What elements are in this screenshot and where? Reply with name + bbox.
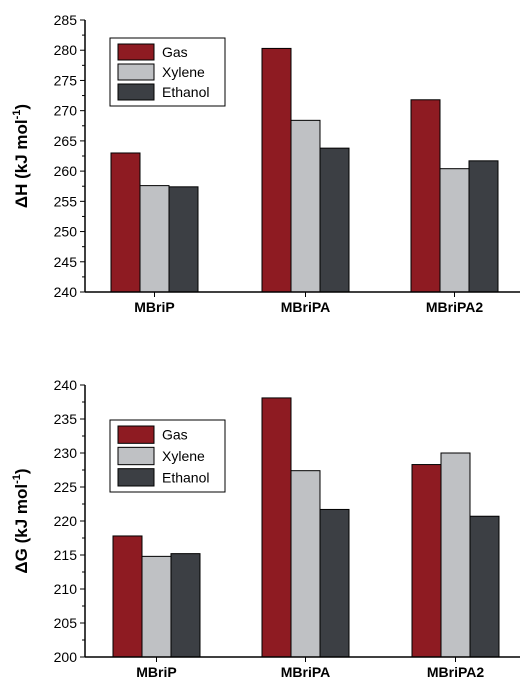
bar-ethanol-mbripa2 <box>468 160 499 293</box>
y-tick-label: 235 <box>54 411 78 427</box>
y-tick-label: 260 <box>54 163 78 179</box>
bar-ethanol-mbrip <box>170 553 201 658</box>
bar-ethanol-mbripa <box>319 147 350 293</box>
y-axis-label: ΔG (kJ mol-1) <box>11 468 31 573</box>
bar-xylene-mbripa2 <box>440 452 471 658</box>
legend: Gas Xylene Ethanol <box>109 419 226 493</box>
y-tick-label: 230 <box>54 445 78 461</box>
y-tick-label: 270 <box>54 103 78 119</box>
legend-swatch-xylene <box>117 63 155 81</box>
y-tick-label: 245 <box>54 254 78 270</box>
x-tick-label: MBriPA2 <box>427 664 485 678</box>
y-tick-label: 200 <box>54 649 78 665</box>
bar-gas-mbrip <box>112 535 143 658</box>
y-tick-label: 265 <box>54 133 78 149</box>
legend-swatch-ethanol <box>117 468 155 487</box>
y-tick-label: 225 <box>54 479 78 495</box>
bar-ethanol-mbrip <box>168 186 199 293</box>
x-tick-label: MBriPA2 <box>426 299 484 315</box>
y-axis-label: ΔH (kJ mol-1) <box>11 104 31 208</box>
legend-swatch-xylene <box>117 446 155 466</box>
y-tick-label: 210 <box>54 581 78 597</box>
x-tick-label: MBriP <box>136 664 176 678</box>
bar-gas-mbripa2 <box>411 464 442 658</box>
bar-xylene-mbrip <box>141 555 172 658</box>
bar-gas-mbrip <box>110 152 141 293</box>
legend-label-gas: Gas <box>162 427 188 443</box>
y-axis-label-main: ΔH (kJ mol <box>12 119 31 208</box>
chart-2: 200 205 210 215 220 225 230 235 240 MBriP MBriPA MB… <box>11 377 520 678</box>
bar-gas-mbripa <box>261 47 292 293</box>
y-axis-label-main: ΔG (kJ mol <box>12 484 31 574</box>
bar-xylene-mbripa2 <box>439 168 470 293</box>
y-axis-label-end: ) <box>12 104 31 110</box>
y-tick-label: 255 <box>54 193 78 209</box>
legend-label-xylene: Xylene <box>162 448 205 464</box>
legend-swatch-ethanol <box>117 83 155 101</box>
y-tick-label: 280 <box>54 42 78 58</box>
y-axis-label-end: ) <box>12 468 31 474</box>
y-tick-label: 205 <box>54 615 78 631</box>
legend-label-ethanol: Ethanol <box>162 84 209 100</box>
x-tick-label: MBriPA <box>281 664 331 678</box>
y-axis-label-sup: -1 <box>11 474 23 484</box>
y-tick-label: 240 <box>54 284 78 300</box>
x-tick-label: MBriP <box>134 299 174 315</box>
y-tick-label: 240 <box>54 377 78 393</box>
y-tick-label: 220 <box>54 513 78 529</box>
y-tick-label: 250 <box>54 224 78 240</box>
legend: Gas Xylene Ethanol <box>109 37 226 107</box>
bar-gas-mbripa2 <box>410 99 441 293</box>
chart-1: 240 245 250 255 260 265 270 275 280 285 MBriP MBriP… <box>11 12 520 315</box>
y-tick-label: 275 <box>54 72 78 88</box>
bar-xylene-mbrip <box>139 185 170 293</box>
legend-swatch-gas <box>117 43 155 61</box>
legend-swatch-gas <box>117 425 155 444</box>
legend-label-ethanol: Ethanol <box>162 469 209 485</box>
bar-xylene-mbripa <box>290 119 321 293</box>
bar-gas-mbripa <box>261 397 292 658</box>
y-axis-label-sup: -1 <box>11 110 23 120</box>
legend-label-gas: Gas <box>162 44 188 60</box>
legend-label-xylene: Xylene <box>162 64 205 80</box>
bar-ethanol-mbripa2 <box>469 515 500 658</box>
y-tick-label: 215 <box>54 547 78 563</box>
x-tick-label: MBriPA <box>281 299 331 315</box>
bar-ethanol-mbripa <box>319 508 350 658</box>
y-tick-label: 285 <box>54 12 78 28</box>
bar-xylene-mbripa <box>290 470 321 658</box>
